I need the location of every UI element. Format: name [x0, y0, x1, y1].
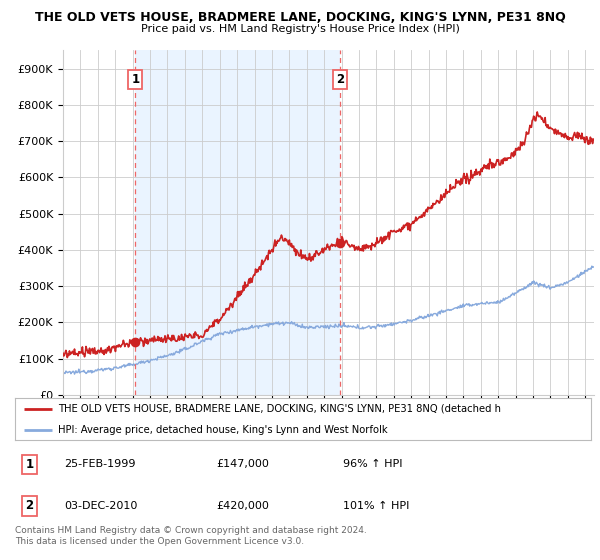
Text: £420,000: £420,000	[217, 501, 269, 511]
Text: £147,000: £147,000	[217, 459, 269, 469]
Bar	[135, 50, 340, 395]
Text: 96% ↑ HPI: 96% ↑ HPI	[343, 459, 403, 469]
Text: 101% ↑ HPI: 101% ↑ HPI	[343, 501, 410, 511]
Text: 03-DEC-2010: 03-DEC-2010	[64, 501, 137, 511]
Text: 1: 1	[25, 458, 34, 471]
Text: 25-FEB-1999: 25-FEB-1999	[64, 459, 136, 469]
Text: 1: 1	[131, 73, 139, 86]
Text: THE OLD VETS HOUSE, BRADMERE LANE, DOCKING, KING'S LYNN, PE31 8NQ: THE OLD VETS HOUSE, BRADMERE LANE, DOCKI…	[35, 11, 565, 24]
Text: Price paid vs. HM Land Registry's House Price Index (HPI): Price paid vs. HM Land Registry's House …	[140, 24, 460, 34]
Text: THE OLD VETS HOUSE, BRADMERE LANE, DOCKING, KING'S LYNN, PE31 8NQ (detached h: THE OLD VETS HOUSE, BRADMERE LANE, DOCKI…	[58, 404, 501, 413]
Text: 2: 2	[336, 73, 344, 86]
Text: Contains HM Land Registry data © Crown copyright and database right 2024.
This d: Contains HM Land Registry data © Crown c…	[15, 526, 367, 546]
Text: HPI: Average price, detached house, King's Lynn and West Norfolk: HPI: Average price, detached house, King…	[58, 424, 388, 435]
Text: 2: 2	[25, 499, 34, 512]
